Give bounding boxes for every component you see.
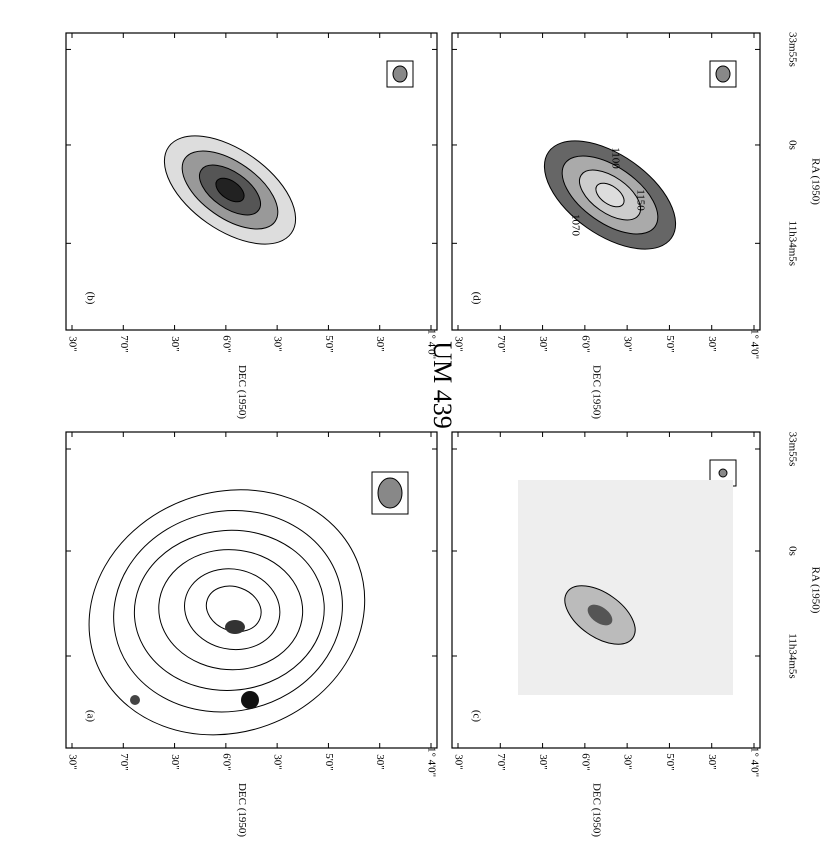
dec-tick-label: 1° 4'0" xyxy=(425,329,437,359)
emission xyxy=(215,177,245,203)
dec-tick-label: 30" xyxy=(537,336,549,352)
dec-axis-label: DEC (1950) xyxy=(236,783,248,837)
ra-tick-label: 0s xyxy=(786,140,798,150)
ra-axis-label: RA (1950) xyxy=(809,567,821,614)
dec-tick-label: 30" xyxy=(66,336,78,352)
dec-tick-label: 30" xyxy=(622,754,634,770)
dec-tick-label: 6'0" xyxy=(220,753,232,770)
ra-tick-label: 33m55s xyxy=(786,32,798,67)
dec-tick-label: 30" xyxy=(452,336,464,352)
dec-tick-label: 7'0" xyxy=(495,335,507,352)
dec-tick-label: 1° 4'0" xyxy=(425,747,437,777)
ra-tick-label: 0s xyxy=(786,546,798,556)
ra-axis-label: RA (1950) xyxy=(809,158,821,205)
beam xyxy=(392,65,408,83)
dec-tick-label: 30" xyxy=(169,336,181,352)
dec-tick-label: 30" xyxy=(622,336,634,352)
dec-tick-label: 1° 4'0" xyxy=(748,747,760,777)
dec-tick-label: 30" xyxy=(706,754,718,770)
contour xyxy=(88,489,366,736)
panel-label: (b) xyxy=(84,292,96,305)
dec-tick-label: 30" xyxy=(66,754,78,770)
contour xyxy=(113,510,343,713)
dec-tick-label: 30" xyxy=(706,336,718,352)
dec-tick-label: 30" xyxy=(452,754,464,770)
contour xyxy=(184,568,281,651)
dec-tick-label: 5'0" xyxy=(323,753,335,770)
ra-tick-label: 33m55s xyxy=(786,432,798,467)
figure-title: UM 439 xyxy=(428,341,457,428)
beam xyxy=(377,477,403,509)
beam xyxy=(715,65,731,83)
velocity-label: 1150 xyxy=(634,189,646,211)
beam-box xyxy=(386,60,414,88)
ra-tick-label: 11h34m5s xyxy=(786,633,798,678)
dec-tick-label: 30" xyxy=(272,336,284,352)
dec-tick-label: 30" xyxy=(169,754,181,770)
dec-tick-label: 30" xyxy=(374,336,386,352)
dec-tick-label: 5'0" xyxy=(664,335,676,352)
ra-tick-label: 11h34m5s xyxy=(786,221,798,266)
source xyxy=(241,691,259,709)
dec-tick-label: 6'0" xyxy=(220,335,232,352)
dec-tick-label: 30" xyxy=(374,754,386,770)
dec-tick-label: 6'0" xyxy=(579,335,591,352)
contour xyxy=(133,529,325,691)
dec-tick-label: 1° 4'0" xyxy=(748,329,760,359)
galaxy xyxy=(225,620,245,634)
noise-field xyxy=(518,480,733,695)
dec-tick-label: 5'0" xyxy=(323,335,335,352)
dec-tick-label: 30" xyxy=(537,754,549,770)
panel-label: (c) xyxy=(470,710,482,723)
emission-core xyxy=(587,604,613,626)
contour xyxy=(158,549,304,671)
emission xyxy=(595,182,625,208)
beam-box xyxy=(709,60,737,88)
source xyxy=(130,695,140,705)
dec-tick-label: 6'0" xyxy=(579,753,591,770)
beam-box xyxy=(371,471,409,515)
velocity-label: 1100 xyxy=(609,147,621,169)
dec-tick-label: 7'0" xyxy=(118,753,130,770)
panel-label: (d) xyxy=(470,292,482,305)
velocity-label: 1070 xyxy=(569,214,581,237)
dec-axis-label: DEC (1950) xyxy=(590,365,602,419)
dec-tick-label: 7'0" xyxy=(118,335,130,352)
dec-tick-label: 5'0" xyxy=(664,753,676,770)
dec-tick-label: 30" xyxy=(272,754,284,770)
dec-tick-label: 7'0" xyxy=(495,753,507,770)
dec-axis-label: DEC (1950) xyxy=(236,365,248,419)
dec-axis-label: DEC (1950) xyxy=(590,783,602,837)
beam xyxy=(718,468,728,478)
panel-label: (a) xyxy=(84,710,96,723)
